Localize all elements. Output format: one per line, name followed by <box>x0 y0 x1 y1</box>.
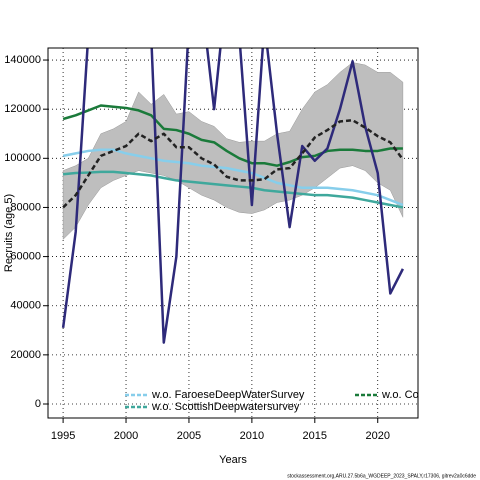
y-tick-label: 20000 <box>10 349 41 361</box>
series-line <box>61 48 405 344</box>
x-axis-label: Years <box>219 454 247 466</box>
confidence-band <box>62 62 404 240</box>
series-line <box>62 170 404 209</box>
x-tick-label: 2015 <box>303 430 327 442</box>
y-tick-label: 100000 <box>4 152 41 164</box>
y-tick-label: 140000 <box>4 54 41 66</box>
x-tick-label: 2005 <box>177 430 201 442</box>
footnote: stockassessment.org,ARU.27.5b6a_WGDEEP_2… <box>287 473 476 479</box>
series-line <box>62 148 404 207</box>
series-line <box>62 104 403 167</box>
y-tick-label: 0 <box>35 398 41 410</box>
y-tick-label: 40000 <box>10 300 41 312</box>
plot-frame <box>47 47 419 419</box>
legend-label: w.o. FaroeseDeepWaterSurvey <box>151 389 305 401</box>
x-tick-label: 1995 <box>51 430 75 442</box>
legend-label: w.o. ScottishDeepwatersurvey <box>151 401 300 413</box>
x-tick-label: 2010 <box>240 430 264 442</box>
y-axis-label: Recruits (age 5) <box>3 194 15 272</box>
y-tick-label: 60000 <box>10 250 41 262</box>
plot-area <box>48 48 418 418</box>
y-tick-label: 80000 <box>10 201 41 213</box>
x-tick-label: 2020 <box>365 430 389 442</box>
series-line <box>62 118 404 209</box>
y-tick-label: 120000 <box>4 103 41 115</box>
x-tick-label: 2000 <box>114 430 138 442</box>
legend-label: w.o. Co <box>381 389 419 401</box>
